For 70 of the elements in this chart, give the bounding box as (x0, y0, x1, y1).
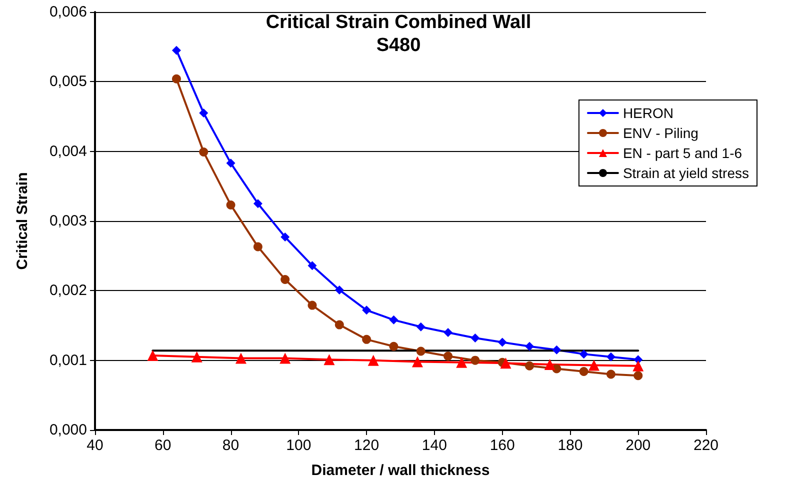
point (334, 320, 344, 330)
point (579, 350, 588, 359)
point (500, 358, 512, 369)
point (444, 352, 453, 361)
point (606, 370, 616, 379)
chart-title: Critical Strain Combined Wall (266, 12, 532, 33)
point (172, 46, 181, 55)
point (226, 158, 236, 168)
x-tick-label: 140 (422, 437, 447, 454)
point (470, 356, 480, 365)
point (235, 352, 246, 364)
point (579, 366, 588, 376)
x-axis-title: Diameter / wall thickness (311, 462, 490, 479)
point (334, 285, 344, 294)
point (416, 322, 426, 332)
point (253, 199, 262, 208)
x-tick-label: 200 (626, 437, 651, 454)
x-tick-label: 40 (86, 437, 104, 454)
point (280, 232, 290, 242)
y-tick-label: 0,002 (49, 282, 87, 300)
point (444, 328, 453, 337)
point (308, 261, 317, 270)
y-tick-label: 0,000 (49, 422, 87, 438)
point (544, 359, 556, 370)
point (308, 300, 317, 310)
y-tick-label: 0,005 (49, 73, 87, 90)
x-tick-label: 220 (693, 437, 719, 454)
point (253, 242, 262, 252)
legend-label: Strain at yield stress (622, 165, 750, 181)
point (368, 354, 379, 366)
x-tick-label: 160 (490, 437, 515, 454)
x-tick-label: 100 (286, 437, 312, 454)
x-tick-label: 120 (354, 437, 380, 454)
point (634, 371, 643, 380)
point (324, 354, 335, 366)
point (525, 361, 534, 370)
y-tick-label: 0,004 (49, 142, 87, 160)
y-tick-label: 0,001 (49, 352, 87, 369)
x-tick-label: 60 (154, 437, 172, 454)
point (606, 352, 616, 362)
point (280, 352, 291, 364)
point (524, 342, 534, 351)
point (362, 306, 372, 315)
legend-label: HERON (622, 105, 674, 121)
point (199, 148, 208, 157)
point (389, 315, 398, 324)
point (632, 360, 644, 372)
point (147, 350, 158, 361)
point (470, 334, 480, 343)
point (199, 108, 208, 118)
legend-label: EN - part 5 and 1-6 (622, 145, 742, 161)
point (416, 346, 426, 356)
point (191, 351, 202, 362)
point (498, 338, 507, 347)
point (389, 342, 398, 351)
y-tick-label: 0,003 (49, 212, 87, 230)
point (172, 74, 181, 84)
point (412, 356, 423, 368)
y-axis-title: Critical Strain (14, 172, 31, 270)
x-tick-label: 80 (222, 437, 240, 454)
text: S480 (376, 35, 421, 56)
y-tick-label: 0,006 (49, 4, 87, 20)
point (456, 356, 468, 368)
legend-label: ENV - Piling (622, 125, 698, 141)
x-tick-label: 180 (558, 437, 583, 454)
point (362, 334, 372, 344)
point (280, 275, 290, 284)
point (552, 345, 562, 354)
point (226, 200, 236, 210)
point (588, 360, 600, 371)
